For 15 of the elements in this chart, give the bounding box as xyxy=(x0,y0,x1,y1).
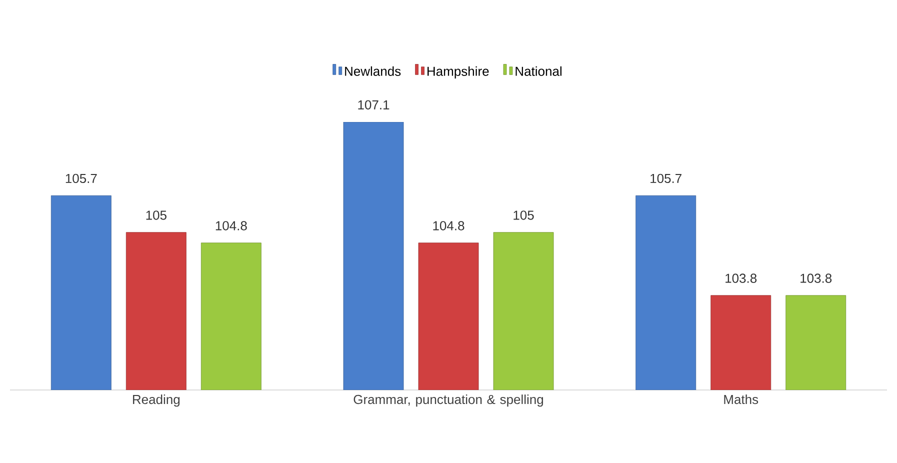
legend-label: Newlands xyxy=(345,66,401,76)
legend-label: National xyxy=(516,66,562,76)
data-label: 104.8 xyxy=(433,221,464,230)
data-label: 104.8 xyxy=(216,221,247,230)
legend-label: Hampshire xyxy=(428,66,489,78)
x-tick-label: Grammar, punctuation & spelling xyxy=(354,394,544,407)
data-label: 107.1 xyxy=(358,100,390,110)
data-label: 103.8 xyxy=(726,274,757,283)
data-label: 105 xyxy=(514,210,534,220)
data-label: 103.8 xyxy=(800,274,832,283)
data-label: 105 xyxy=(146,210,166,220)
x-tick-label: Reading xyxy=(133,394,180,407)
data-label: 105.7 xyxy=(66,174,97,184)
x-tick-label: Maths xyxy=(724,394,758,404)
data-label: 105.7 xyxy=(650,174,682,184)
